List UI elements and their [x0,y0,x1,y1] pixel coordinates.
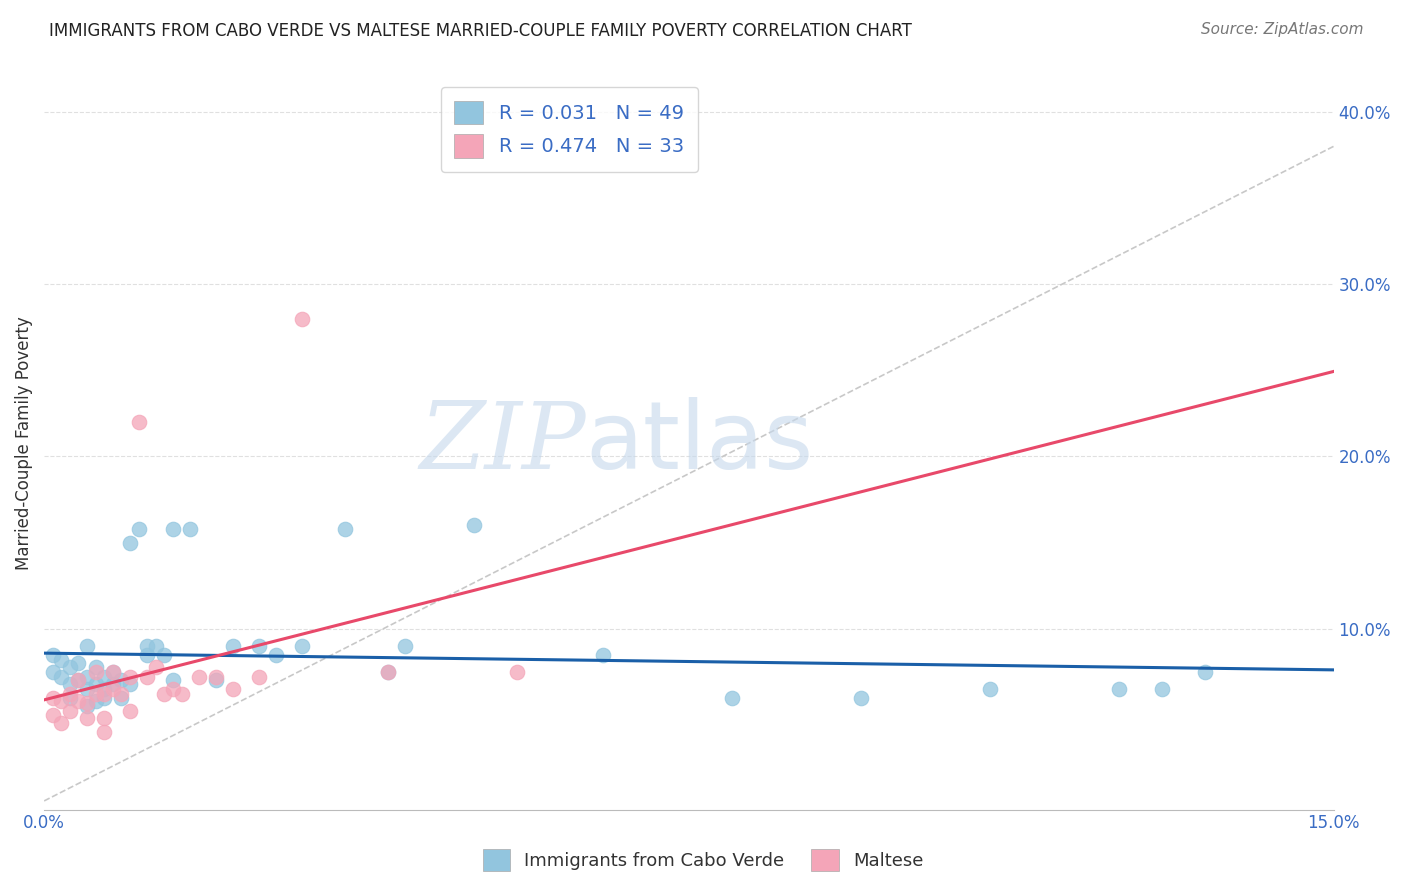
Point [179,522,201,536]
Point [145,659,167,673]
Point [120,535,142,549]
Point [93,681,115,696]
Y-axis label: Married-Couple Family Poverty: Married-Couple Family Poverty [15,317,32,570]
Point [170,687,193,701]
Point [506,665,529,679]
Point [377,665,399,679]
Point [1108,681,1130,696]
Point [84,659,107,673]
Point [162,681,184,696]
Point [222,681,245,696]
Point [76,699,98,714]
Point [84,677,107,691]
Point [849,690,872,705]
Point [394,639,416,653]
Point [41,707,63,722]
Point [84,694,107,708]
Point [291,639,314,653]
Point [162,673,184,688]
Point [67,694,90,708]
Point [120,670,142,684]
Point [136,648,159,662]
Point [101,677,124,691]
Point [76,670,98,684]
Point [59,659,82,673]
Point [76,711,98,725]
Point [1150,681,1173,696]
Point [120,677,142,691]
Point [84,665,107,679]
Point [59,677,82,691]
Point [333,522,356,536]
Point [59,687,82,701]
Point [110,687,132,701]
Point [76,639,98,653]
Point [101,665,124,679]
Point [721,690,744,705]
Point [145,639,167,653]
Point [291,311,314,326]
Point [110,690,132,705]
Point [51,653,73,667]
Legend: Immigrants from Cabo Verde, Maltese: Immigrants from Cabo Verde, Maltese [475,842,931,879]
Text: Source: ZipAtlas.com: Source: ZipAtlas.com [1201,22,1364,37]
Point [93,725,115,739]
Text: atlas: atlas [586,398,814,490]
Point [110,673,132,688]
Point [247,670,270,684]
Point [205,673,228,688]
Point [51,694,73,708]
Point [41,665,63,679]
Point [41,648,63,662]
Point [205,670,228,684]
Point [67,673,90,688]
Point [264,648,287,662]
Point [59,690,82,705]
Point [1194,665,1216,679]
Point [76,696,98,710]
Point [592,648,614,662]
Point [153,648,176,662]
Point [93,711,115,725]
Point [128,415,150,429]
Point [41,690,63,705]
Point [153,687,176,701]
Point [101,681,124,696]
Legend: R = 0.031   N = 49, R = 0.474   N = 33: R = 0.031 N = 49, R = 0.474 N = 33 [440,87,697,171]
Point [59,704,82,718]
Point [247,639,270,653]
Point [162,522,184,536]
Point [377,665,399,679]
Text: ZIP: ZIP [419,399,586,489]
Point [120,704,142,718]
Text: IMMIGRANTS FROM CABO VERDE VS MALTESE MARRIED-COUPLE FAMILY POVERTY CORRELATION : IMMIGRANTS FROM CABO VERDE VS MALTESE MA… [49,22,912,40]
Point [67,656,90,670]
Point [128,522,150,536]
Point [979,681,1001,696]
Point [101,665,124,679]
Point [93,670,115,684]
Point [93,690,115,705]
Point [187,670,209,684]
Point [136,639,159,653]
Point [93,687,115,701]
Point [136,670,159,684]
Point [51,670,73,684]
Point [51,716,73,731]
Point [67,673,90,688]
Point [84,687,107,701]
Point [463,518,485,533]
Point [222,639,245,653]
Point [76,681,98,696]
